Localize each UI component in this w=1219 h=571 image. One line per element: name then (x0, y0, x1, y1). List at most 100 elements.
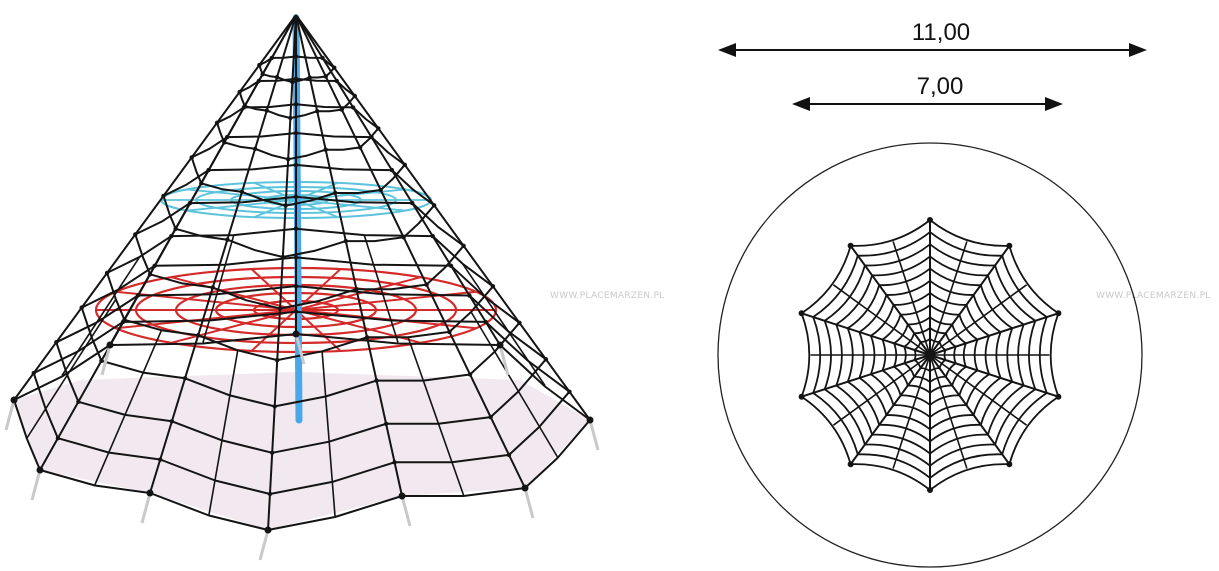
meridian-rope (109, 14, 297, 346)
cross-rope (124, 372, 144, 415)
web-spoke (929, 354, 1059, 398)
rope-knot (239, 189, 245, 195)
rope-pyramid-perspective-view (4, 14, 600, 561)
cross-rope (208, 293, 218, 321)
anchor-knot (398, 492, 406, 500)
rope-knot (224, 134, 230, 140)
rope-knot (290, 79, 295, 85)
rope-knot (256, 78, 261, 84)
anchor-knot (36, 466, 44, 474)
rope-knot (448, 263, 454, 268)
rope-knot (430, 233, 435, 239)
ground-anchor (100, 344, 112, 376)
rope-knot (339, 107, 344, 112)
rope-knot (147, 272, 153, 277)
rope-knot (187, 200, 193, 206)
meridian-rope (267, 14, 297, 531)
rope-knot (402, 162, 407, 168)
safety-zone-circle (717, 142, 1143, 568)
rope-knot (260, 71, 265, 77)
rope-knot (169, 233, 174, 239)
rope-knot (199, 181, 204, 186)
rope-knot (343, 238, 349, 244)
rope-knot (431, 203, 437, 208)
rope-knot (293, 309, 299, 314)
cross-rope (45, 374, 69, 410)
rope-knot (182, 376, 188, 381)
rope-knot (267, 491, 273, 497)
black-rope-pyramid (11, 14, 593, 533)
web-ring (846, 267, 1014, 443)
rope-knot (264, 108, 269, 113)
ground-anchor (30, 469, 42, 501)
rope-knot (76, 399, 81, 404)
rope-knot (320, 55, 325, 61)
cross-rope (202, 319, 211, 343)
rope-knot (350, 105, 356, 110)
rope-knot (173, 226, 178, 232)
rope-knot (31, 370, 36, 376)
web-ring (823, 243, 1037, 467)
rope-knot (152, 263, 157, 268)
rope-knot (206, 167, 211, 173)
meridian-rope (295, 14, 526, 489)
rope-knot (374, 378, 379, 383)
cross-rope (462, 263, 486, 298)
rope-knot (293, 76, 299, 82)
rope-knot (334, 78, 339, 84)
web-spoke (929, 354, 1011, 465)
dimension-inner: 7,00 (792, 73, 1063, 111)
web-ring (869, 292, 991, 419)
anchor-knot (106, 341, 114, 349)
rope-knot (369, 134, 374, 140)
web-mid-spoke (832, 284, 931, 356)
dimension-outer-label: 11,00 (912, 19, 970, 46)
rope-knot (135, 293, 141, 298)
cross-rope (517, 390, 540, 427)
rope-knot (293, 130, 299, 136)
rope-knot (506, 452, 512, 458)
red-net-spoke (250, 309, 297, 352)
ground-anchor (400, 495, 412, 527)
rope-knot (161, 193, 166, 199)
cross-rope (538, 425, 559, 458)
cross-rope (484, 296, 509, 331)
rope-knot (270, 450, 275, 455)
rope-knot (352, 93, 357, 99)
rope-knot (214, 120, 220, 126)
web-ring (881, 304, 979, 407)
cross-rope (142, 330, 163, 373)
cross-rope (61, 350, 80, 376)
rope-knot (389, 167, 395, 173)
red-net-spoke (250, 268, 297, 311)
rope-knot (378, 187, 383, 193)
web-ring (800, 219, 1060, 492)
red-net-spoke (171, 309, 297, 344)
web-ring (858, 280, 1002, 431)
cross-rope (390, 319, 399, 343)
cross-rope (363, 235, 375, 265)
red-net-spoke (295, 309, 342, 352)
cross-rope (26, 408, 47, 439)
cross-rope (77, 321, 98, 351)
rope-knot (376, 126, 381, 131)
rope-knot (275, 357, 280, 363)
rope-knot (293, 255, 299, 260)
web-spoke (849, 354, 931, 465)
rope-knot (210, 285, 215, 290)
rope-knot (195, 333, 201, 338)
rope-knot (383, 421, 389, 427)
web-ring (835, 255, 1025, 455)
cross-rope (407, 337, 425, 381)
rope-knot (354, 286, 359, 292)
rope-knot (467, 293, 472, 298)
rope-knot (293, 102, 299, 107)
rope-knot (283, 203, 288, 208)
blue-net-spoke (295, 199, 406, 212)
rope-knot (274, 74, 280, 80)
rope-knot (447, 329, 452, 335)
rope-knot (79, 305, 84, 310)
dimension-outer: 11,00 (718, 19, 1147, 57)
cross-rope (108, 414, 126, 453)
rope-knot (222, 140, 227, 145)
